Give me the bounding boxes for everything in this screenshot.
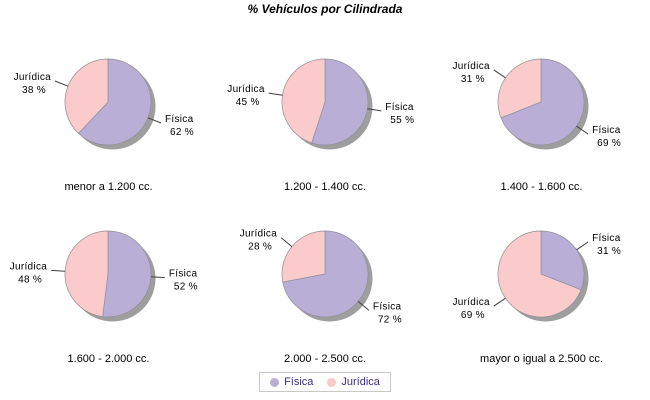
slice-value: 28 %	[248, 242, 272, 253]
slice-label: Física	[373, 301, 402, 312]
fisica-color-swatch-icon	[270, 377, 280, 387]
pie-slice-jurídica	[281, 58, 326, 144]
pie-panel-menor-1200: Física 62 % Jurídica 38 % menor a 1.200 cc.	[0, 28, 217, 200]
slice-label: Jurídica	[227, 84, 265, 95]
pie-chart: Física 52 % Jurídica 48 %	[10, 230, 198, 322]
callout-line	[280, 237, 293, 247]
slice-value: 38 %	[22, 85, 46, 96]
pie-chart: Física 62 % Jurídica 38 %	[14, 58, 194, 150]
callout-line	[493, 297, 506, 307]
slice-label: Física	[165, 114, 194, 125]
pie-chart: Física 72 % Jurídica 28 %	[240, 229, 402, 326]
pie-caption: mayor o igual a 2.500 cc.	[480, 353, 603, 365]
slice-value: 69 %	[461, 310, 485, 321]
slice-label: Física	[169, 269, 198, 280]
slice-label: Física	[592, 233, 621, 244]
pie-slice-jurídica	[497, 230, 582, 318]
slice-label: Jurídica	[14, 72, 52, 83]
chart-title: % Vehículos por Cilindrada	[247, 2, 403, 16]
callout-line	[357, 301, 370, 311]
legend-item-fisica: Física	[270, 376, 313, 388]
slice-label: Física	[592, 125, 621, 136]
slice-value: 45 %	[236, 97, 260, 108]
legend: Física Jurídica	[259, 372, 391, 392]
pie-panel-1600-2000: Física 52 % Jurídica 48 % 1.600 - 2.000 cc.	[0, 200, 217, 372]
pie-slice-física	[500, 58, 585, 146]
slice-label: Jurídica	[10, 261, 48, 272]
slice-label: Física	[385, 102, 414, 113]
callout-line	[268, 92, 283, 96]
pie-caption: 1.600 - 2.000 cc.	[67, 353, 150, 365]
callout-line	[150, 276, 165, 279]
slice-value: 72 %	[378, 314, 402, 325]
pie-caption: 2.000 - 2.500 cc.	[284, 353, 366, 365]
slice-value: 31 %	[461, 74, 485, 85]
slice-value: 69 %	[597, 138, 621, 149]
pie-slice-jurídica	[64, 230, 109, 318]
pie-slice-jurídica	[64, 58, 109, 134]
callout-line	[493, 69, 506, 79]
pie-caption: 1.200 - 1.400 cc.	[284, 181, 366, 193]
callout-line	[51, 269, 66, 272]
callout-line	[576, 125, 589, 135]
legend-wrap: Física Jurídica	[0, 372, 650, 392]
pie-panel-mayor-2500: Física 31 % Jurídica 69 % mayor o igual a 2…	[433, 200, 650, 372]
slice-label: Jurídica	[452, 61, 490, 72]
pie-chart: Física 55 % Jurídica 45 %	[227, 58, 414, 150]
pie-slice-jurídica	[281, 230, 326, 283]
legend-label-fisica: Física	[284, 376, 314, 388]
pie-panel-2000-2500: Física 72 % Jurídica 28 % 2.000 - 2.500 cc.	[217, 200, 433, 372]
pie-slice-física	[311, 58, 369, 146]
pie-chart: Física 69 % Jurídica 31 %	[452, 58, 621, 150]
pie-caption: menor a 1.200 cc.	[64, 181, 153, 193]
pie-slice-física	[78, 58, 152, 146]
pie-caption: 1.400 - 1.600 cc.	[500, 181, 583, 193]
callout-line	[54, 80, 69, 87]
slice-label: Jurídica	[452, 297, 490, 308]
slice-value: 31 %	[597, 246, 621, 257]
slice-value: 62 %	[170, 127, 194, 138]
callout-line	[367, 108, 382, 112]
legend-item-juridica: Jurídica	[327, 376, 380, 388]
legend-label-juridica: Jurídica	[341, 376, 380, 388]
slice-value: 52 %	[174, 282, 198, 293]
slice-label: Jurídica	[240, 229, 278, 240]
pie-chart: Física 31 % Jurídica 69 %	[452, 230, 621, 322]
pie-panel-1200-1400: Física 55 % Jurídica 45 % 1.200 - 1.400 cc.	[217, 28, 433, 200]
callout-line	[147, 117, 162, 124]
juridica-color-swatch-icon	[327, 377, 337, 387]
callout-line	[576, 241, 589, 251]
slice-value: 48 %	[18, 274, 42, 285]
slice-value: 55 %	[390, 115, 414, 126]
pie-panel-1400-1600: Física 69 % Jurídica 31 % 1.400 - 1.600 cc.	[433, 28, 650, 200]
pie-grid: Física 62 % Jurídica 38 % menor a 1.200 cc.…	[0, 28, 650, 372]
